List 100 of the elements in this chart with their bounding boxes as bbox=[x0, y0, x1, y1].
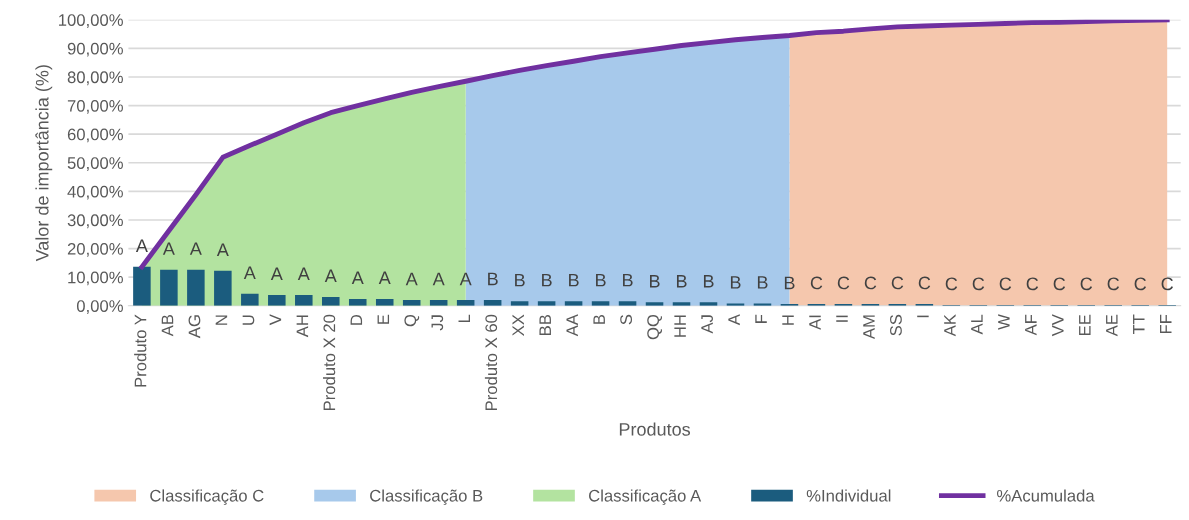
y-tick-label: 80,00% bbox=[67, 71, 123, 86]
data-label: C bbox=[1134, 277, 1147, 291]
data-label: B bbox=[730, 276, 741, 289]
x-tick-label: AI bbox=[809, 315, 821, 330]
x-tick-label: XX bbox=[512, 314, 524, 336]
data-label: B bbox=[650, 275, 660, 288]
y-tick-label: 90,00% bbox=[67, 42, 123, 57]
x-tick-label: FF bbox=[1160, 314, 1172, 334]
y-tick-label: 60,00% bbox=[67, 128, 123, 143]
data-label: C bbox=[1026, 277, 1039, 291]
x-tick-label: A bbox=[728, 314, 740, 326]
x-tick-label: V bbox=[269, 314, 282, 326]
y-axis-title: Valor de importância (%) bbox=[35, 65, 53, 262]
x-tick-label: F bbox=[755, 314, 767, 323]
bar bbox=[295, 294, 313, 306]
data-label: C bbox=[1107, 277, 1120, 291]
x-tick-label: I bbox=[917, 315, 929, 318]
x-tick-label: Produto X 60 bbox=[484, 314, 498, 411]
data-label: A bbox=[216, 243, 229, 257]
x-tick-label: E bbox=[377, 314, 390, 324]
data-label: A bbox=[243, 266, 256, 279]
data-label: C bbox=[1053, 277, 1066, 291]
data-label: A bbox=[189, 242, 202, 255]
x-tick-label: L bbox=[458, 314, 470, 322]
y-tick-label: 70,00% bbox=[67, 99, 123, 114]
x-tick-label: N bbox=[215, 315, 228, 325]
x-tick-label: AJ bbox=[701, 315, 713, 334]
x-tick-label: AA bbox=[566, 314, 578, 337]
x-tick-label: QQ bbox=[647, 314, 662, 340]
data-label: A bbox=[405, 272, 418, 286]
data-label: B bbox=[542, 273, 552, 287]
y-tick-label: 0,00% bbox=[76, 300, 123, 314]
x-tick-label: AE bbox=[1106, 314, 1118, 337]
data-label: C bbox=[945, 277, 958, 291]
legend-label: Classificação A bbox=[589, 489, 702, 505]
data-label: B bbox=[703, 275, 714, 288]
data-label: A bbox=[135, 239, 148, 253]
x-tick-label: AH bbox=[296, 315, 309, 338]
x-tick-label: D bbox=[350, 314, 363, 325]
x-tick-label: AG bbox=[188, 315, 201, 339]
bar bbox=[214, 270, 232, 306]
bar bbox=[133, 266, 151, 306]
data-label: B bbox=[515, 273, 525, 287]
data-label: C bbox=[972, 277, 985, 291]
y-tick-label: 50,00% bbox=[67, 157, 123, 171]
x-tick-label: H bbox=[782, 315, 794, 325]
data-label: B bbox=[676, 275, 687, 288]
y-tick-label: 30,00% bbox=[67, 214, 123, 229]
x-tick-label: TT bbox=[1133, 314, 1145, 335]
x-tick-label: VV bbox=[1052, 314, 1064, 337]
y-tick-label: 10,00% bbox=[68, 271, 123, 286]
x-tick-label: S bbox=[620, 314, 633, 325]
data-label: C bbox=[864, 276, 877, 290]
data-label: A bbox=[351, 271, 364, 285]
bar bbox=[375, 298, 394, 306]
bar bbox=[322, 296, 340, 306]
data-label: A bbox=[324, 269, 337, 283]
data-label: C bbox=[999, 277, 1012, 291]
x-tick-label: Produto Y bbox=[134, 314, 147, 387]
data-label: B bbox=[488, 272, 498, 286]
data-label: B bbox=[623, 273, 633, 287]
x-tick-label: AB bbox=[161, 314, 174, 337]
y-tick-label: 40,00% bbox=[67, 185, 123, 200]
x-tick-label: II bbox=[836, 315, 848, 322]
legend-label: Classificação C bbox=[150, 489, 264, 505]
data-label: B bbox=[596, 273, 606, 287]
y-tick-label: 20,00% bbox=[67, 242, 123, 257]
legend-label: %Acumulada bbox=[997, 489, 1095, 502]
data-label: C bbox=[1080, 277, 1093, 291]
data-label: A bbox=[162, 242, 175, 255]
y-tick-label: 100,00% bbox=[59, 14, 123, 28]
data-label: A bbox=[297, 267, 310, 281]
bar bbox=[187, 269, 205, 306]
legend-label: %Individual bbox=[806, 489, 891, 502]
x-axis-title: Produtos bbox=[619, 422, 691, 436]
data-label: A bbox=[432, 272, 445, 286]
x-tick-label: AF bbox=[1025, 314, 1037, 336]
bar bbox=[241, 293, 259, 306]
data-label: C bbox=[1161, 277, 1174, 291]
x-tick-label: B bbox=[593, 314, 605, 324]
x-tick-label: Produto X 20 bbox=[323, 314, 336, 411]
x-tick-label: JJ bbox=[431, 315, 444, 331]
data-label: B bbox=[569, 273, 579, 287]
x-tick-label: AM bbox=[863, 315, 875, 340]
bar bbox=[160, 269, 178, 306]
data-label: A bbox=[378, 271, 391, 285]
x-tick-label: U bbox=[242, 315, 255, 325]
data-label: B bbox=[784, 276, 795, 290]
data-label: A bbox=[270, 267, 283, 281]
data-label: C bbox=[810, 276, 823, 290]
data-label: C bbox=[837, 276, 850, 290]
data-label: A bbox=[459, 272, 472, 286]
x-tick-label: W bbox=[998, 314, 1010, 330]
x-tick-label: AK bbox=[944, 314, 956, 337]
data-label: C bbox=[918, 276, 931, 290]
x-tick-label: EE bbox=[1079, 314, 1091, 335]
bar bbox=[348, 298, 367, 306]
bar bbox=[268, 294, 286, 306]
x-tick-label: SS bbox=[890, 314, 902, 336]
x-tick-label: BB bbox=[539, 314, 551, 335]
